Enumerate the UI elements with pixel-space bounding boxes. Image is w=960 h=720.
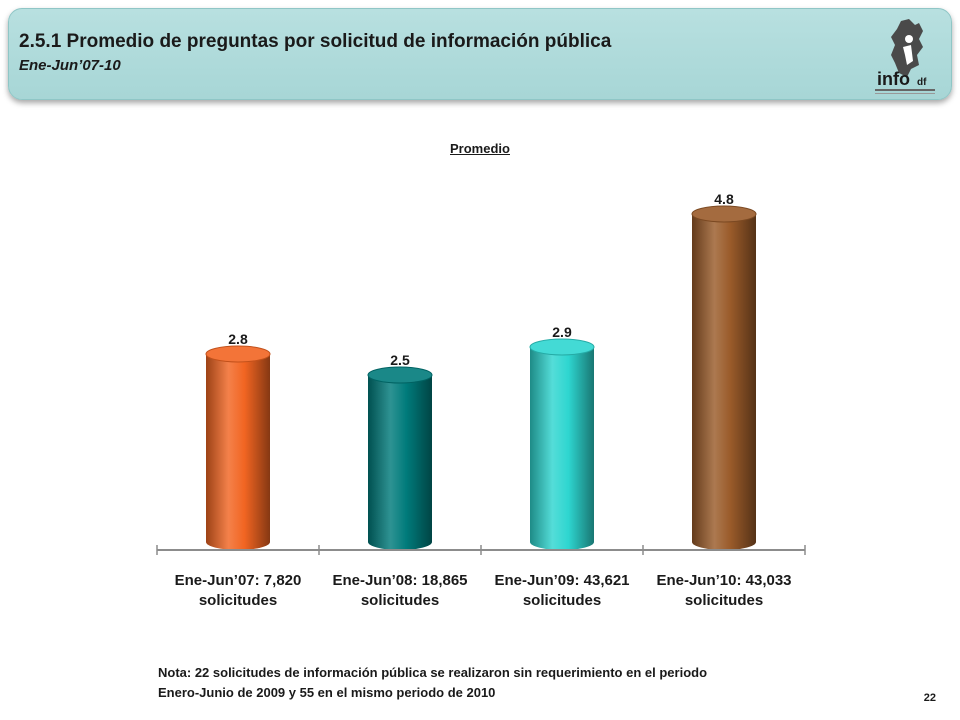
bar-2 [367,366,433,550]
x-tick-label: solicitudes [523,592,601,609]
info-df-logo-icon: info df [875,19,935,94]
x-tick-label: solicitudes [199,592,277,609]
x-tick-label: Ene-Jun’09: 43,621 [494,572,629,589]
footnote: Nota: 22 solicitudes de información públ… [158,663,818,703]
bar-1 [205,345,271,550]
bar-cap [367,366,433,384]
bar-body [692,214,756,550]
x-tick-label: Ene-Jun’08: 18,865 [332,572,467,589]
bar-cap [691,205,757,223]
page-number: 22 [923,692,936,704]
x-tick-label: Ene-Jun’10: 43,033 [656,572,791,589]
data-label: 2.9 [552,324,572,340]
page-subtitle: Ene-Jun’07-10 [19,57,121,74]
data-label: 2.5 [390,352,410,368]
chart-title: Promedio [450,141,510,156]
bar-body [206,354,270,550]
bar-3 [529,338,595,550]
data-label: 4.8 [714,191,734,207]
data-label: 2.8 [228,331,248,347]
header-banner: 2.5.1 Promedio de preguntas por solicitu… [8,8,952,100]
x-tick-label: Ene-Jun’07: 7,820 [175,572,302,589]
x-tick-label: solicitudes [361,592,439,609]
x-tick-label: solicitudes [685,592,763,609]
footnote-line-2: Enero-Junio de 2009 y 55 en el mismo per… [158,685,496,700]
bar-4 [691,205,757,550]
footnote-line-1: Nota: 22 solicitudes de información públ… [158,665,708,680]
page-title: 2.5.1 Promedio de preguntas por solicitu… [19,31,612,52]
logo-suffix: df [917,77,927,88]
bar-body [368,375,432,550]
bar-cap [205,345,271,363]
logo-text: info [877,69,910,89]
bar-body [530,347,594,550]
bar-cap [529,338,595,356]
